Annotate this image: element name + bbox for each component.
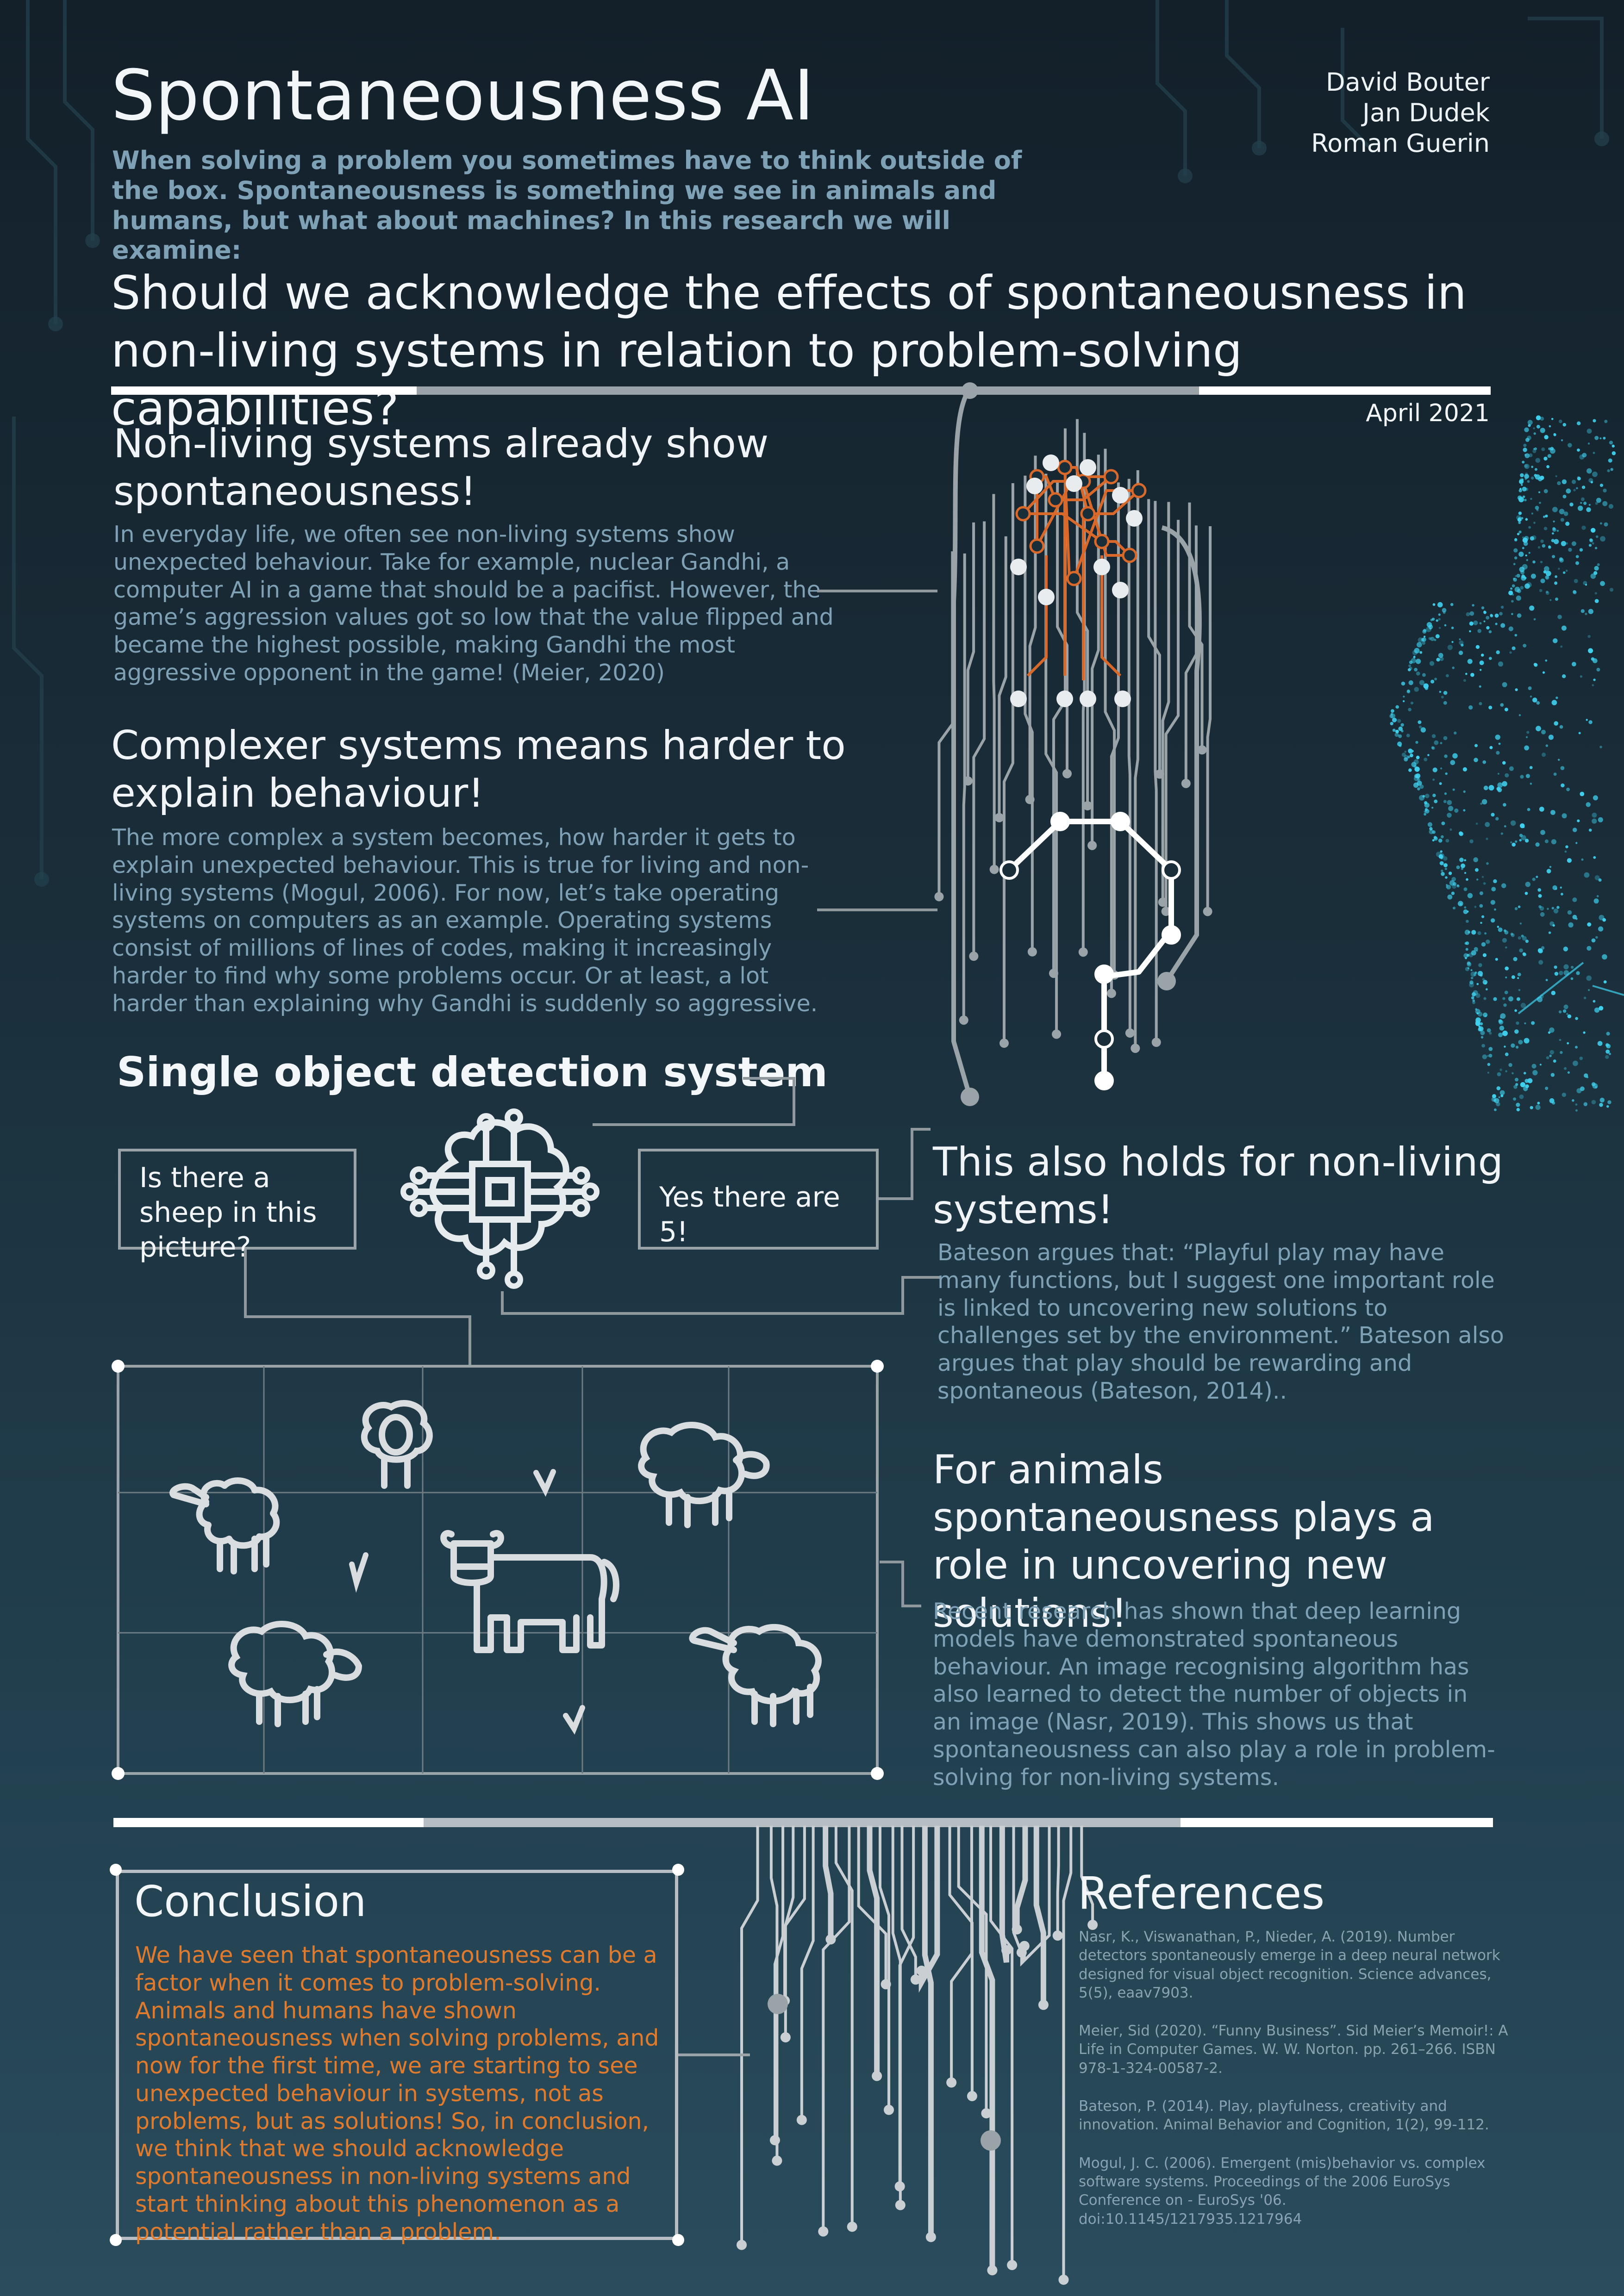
section-heading: Non-living systems already show spontane…: [113, 421, 769, 515]
references-list: Nasr, K., Viswanathan, P., Nieder, A. (2…: [1079, 1928, 1509, 2248]
author-name: Roman Guerin: [1311, 128, 1490, 158]
box-corner-dot: [110, 1864, 122, 1876]
sheep-icon: [169, 1477, 280, 1574]
reference-item: Nasr, K., Viswanathan, P., Nieder, A. (2…: [1079, 1929, 1500, 2001]
conclusion-title: Conclusion: [134, 1877, 367, 1926]
intro-text: When solving a problem you sometimes hav…: [112, 146, 1022, 265]
divider-bottom: [113, 1818, 1493, 1827]
box-corner-dot: [672, 1864, 684, 1876]
detection-title: Single object detection system: [117, 1048, 828, 1096]
reference-item: Meier, Sid (2020). “Funny Business”. Sid…: [1079, 2022, 1508, 2077]
answer-box: Yes there are 5!: [638, 1149, 879, 1250]
section-heading: This also holds for non-living systems!: [933, 1139, 1504, 1233]
box-corner-dot: [672, 2234, 684, 2246]
question-text: Is there a sheep in this picture?: [139, 1162, 317, 1263]
sheep-icon: [228, 1621, 362, 1727]
section-text: In everyday life, we often see non-livin…: [113, 521, 834, 686]
question-box: Is there a sheep in this picture?: [118, 1149, 356, 1263]
divider-top: [111, 382, 1491, 399]
poster-date: April 2021: [1366, 399, 1490, 427]
box-corner-dot: [110, 2234, 122, 2246]
section-heading: For animals spontaneousness plays a role…: [933, 1447, 1435, 1636]
section-text: Recent research has shown that deep lear…: [933, 1598, 1495, 1791]
answer-text: Yes there are 5!: [659, 1181, 840, 1248]
sheep-icon: [638, 1422, 770, 1528]
references-title: References: [1078, 1867, 1325, 1919]
cow-icon: [440, 1530, 619, 1653]
checkmark-icon: [349, 1469, 585, 1735]
reference-item: Mogul, J. C. (2006). Emergent (mis)behav…: [1079, 2154, 1486, 2228]
research-question: Should we acknowledge the effects of spo…: [111, 266, 1467, 436]
sheep-icon: [689, 1624, 822, 1727]
conclusion-box: [116, 1870, 678, 2240]
section-text: The more complex a system becomes, how h…: [112, 824, 818, 1017]
reference-item: Bateson, P. (2014). Play, playfulness, c…: [1079, 2098, 1489, 2134]
poster-title: Spontaneousness AI: [111, 56, 814, 136]
chip-brain-icon: [400, 1108, 600, 1289]
author-name: David Bouter: [1326, 68, 1490, 97]
section-text: Bateson argues that: “Playful play may h…: [937, 1239, 1504, 1404]
sheep-icon: [361, 1400, 433, 1489]
author-list: David Bouter Jan Dudek Roman Guerin: [1311, 67, 1490, 159]
conclusion-text: We have seen that spontaneousness can be…: [135, 1942, 659, 2245]
section-heading: Complexer systems means harder to explai…: [111, 722, 846, 817]
author-name: Jan Dudek: [1362, 98, 1490, 127]
